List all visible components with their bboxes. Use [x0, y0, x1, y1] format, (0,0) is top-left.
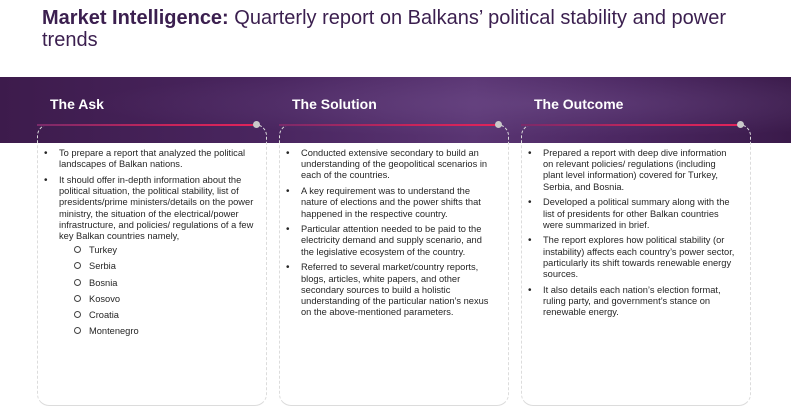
ask-content: To prepare a report that analyzed the po… [44, 148, 254, 344]
country-item: Montenegro [59, 323, 254, 339]
title-rest: Quarterly report on Balkans’ political s… [42, 7, 726, 51]
list-item: The report explores how political stabil… [528, 235, 738, 280]
list-item: Developed a political summary along with… [528, 197, 738, 231]
list-item: It also details each nation’s election f… [528, 285, 738, 319]
country-item: Bosnia [59, 275, 254, 291]
outcome-heading: The Outcome [534, 96, 624, 112]
solution-divider-dot [495, 121, 502, 128]
header-banner [0, 77, 791, 143]
country-list: Turkey Serbia Bosnia Kosovo Croatia Mont… [59, 242, 254, 339]
country-item: Kosovo [59, 291, 254, 307]
ask-divider [37, 124, 255, 126]
outcome-divider-dot [737, 121, 744, 128]
solution-divider [279, 124, 497, 126]
list-item: Conducted extensive secondary to build a… [286, 148, 496, 182]
ask-heading: The Ask [50, 96, 104, 112]
list-item: Prepared a report with deep dive informa… [528, 148, 738, 193]
list-item-text: It should offer in-depth information abo… [59, 174, 254, 241]
page-title: Market Intelligence: Quarterly report on… [42, 7, 762, 51]
list-item: A key requirement was to understand the … [286, 186, 496, 220]
solution-heading: The Solution [292, 96, 377, 112]
list-item: Particular attention needed to be paid t… [286, 224, 496, 258]
country-item: Turkey [59, 242, 254, 258]
list-item: It should offer in-depth information abo… [44, 175, 254, 339]
title-bold: Market Intelligence: [42, 7, 229, 29]
country-item: Serbia [59, 258, 254, 274]
solution-content: Conducted extensive secondary to build a… [286, 148, 496, 323]
ask-divider-dot [253, 121, 260, 128]
country-item: Croatia [59, 307, 254, 323]
list-item: Referred to several market/country repor… [286, 262, 496, 318]
outcome-content: Prepared a report with deep dive informa… [528, 148, 738, 323]
list-item: To prepare a report that analyzed the po… [44, 148, 254, 170]
outcome-divider [521, 124, 739, 126]
